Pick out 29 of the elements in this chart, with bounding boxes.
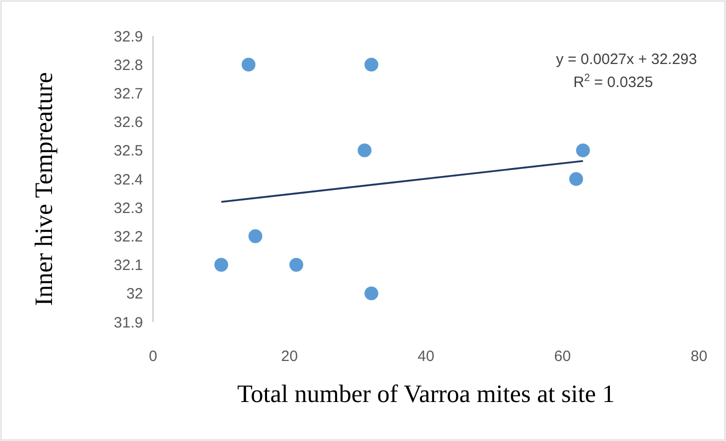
point bbox=[358, 144, 372, 158]
y-tick-label: 32 bbox=[126, 286, 143, 303]
point bbox=[214, 258, 228, 272]
point bbox=[242, 58, 256, 72]
y-tick-label: 32.5 bbox=[114, 142, 143, 160]
y-tick-label: 32.2 bbox=[114, 228, 143, 246]
x-tick-label: 60 bbox=[554, 348, 571, 365]
point bbox=[364, 286, 378, 300]
y-tick-label: 32.4 bbox=[114, 171, 143, 188]
x-tick-label: 80 bbox=[690, 348, 708, 365]
point bbox=[364, 58, 378, 72]
x-tick-label: 40 bbox=[418, 348, 434, 365]
annotation: y = 0.0027x + 32.293 bbox=[556, 51, 697, 68]
point bbox=[576, 144, 590, 158]
y-tick-label: 32.8 bbox=[114, 56, 143, 74]
y-axis-title: Inner hive Tempreature bbox=[31, 72, 58, 306]
x-axis-title: Total number of Varroa mites at site 1 bbox=[237, 381, 615, 408]
y-tick-label: 32.6 bbox=[114, 114, 143, 132]
y-tick-label: 32.3 bbox=[114, 200, 143, 217]
x-tick-label: 0 bbox=[148, 348, 158, 365]
y-tick-label: 32.7 bbox=[114, 85, 143, 102]
y-tick-label: 32.9 bbox=[114, 28, 143, 46]
point bbox=[289, 258, 304, 272]
point bbox=[569, 172, 584, 186]
annotation: R$^{2}$ = 0.0325 bbox=[573, 72, 653, 91]
x-tick-label: 20 bbox=[281, 348, 298, 365]
y-tick-label: 31.9 bbox=[114, 314, 143, 332]
point bbox=[248, 229, 262, 244]
y-tick-label: 32.1 bbox=[114, 257, 143, 274]
